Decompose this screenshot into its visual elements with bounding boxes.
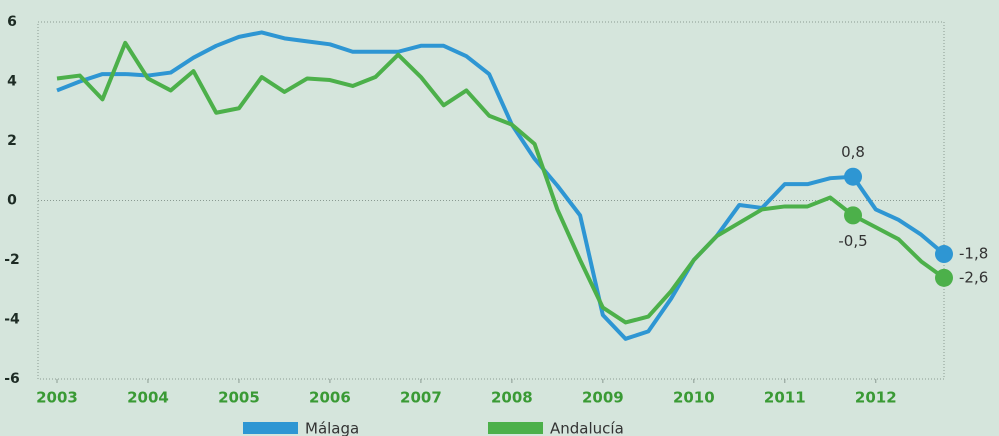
- x-tick-label: 2008: [491, 389, 533, 407]
- plot-frame: [37, 21, 945, 380]
- y-tick-label: -6: [4, 371, 20, 387]
- data-label: -2,6: [959, 268, 988, 286]
- x-tick-label: 2012: [855, 389, 897, 407]
- data-label: -1,8: [959, 245, 988, 263]
- point-marker: [935, 268, 953, 287]
- x-tick-label: 2010: [673, 389, 715, 407]
- point-marker: [844, 206, 863, 225]
- legend-swatch: [488, 422, 543, 434]
- x-tick-label: 2011: [764, 389, 806, 407]
- y-tick-label: 0: [7, 193, 17, 209]
- x-tick-label: 2003: [36, 389, 78, 407]
- data-label: 0,8: [841, 143, 865, 161]
- x-tick-label: 2009: [582, 389, 624, 407]
- data-label: -0,5: [838, 232, 867, 250]
- y-tick-label: 4: [7, 74, 17, 90]
- y-tick-label: 2: [7, 133, 17, 149]
- legend-swatch: [243, 422, 298, 434]
- y-tick-label: 6: [7, 14, 17, 30]
- legend-label: Málaga: [305, 420, 359, 436]
- x-tick-label: 2005: [218, 389, 260, 407]
- x-tick-label: 2006: [309, 389, 351, 407]
- y-tick-label: -2: [4, 252, 20, 268]
- x-tick-label: 2004: [127, 389, 169, 407]
- y-tick-label: -4: [4, 312, 20, 328]
- x-tick-label: 2007: [400, 389, 442, 407]
- line: [56, 40, 946, 325]
- line: [56, 30, 946, 341]
- legend-label: Andalucía: [550, 420, 624, 436]
- point-marker: [844, 167, 863, 186]
- point-marker: [935, 245, 953, 264]
